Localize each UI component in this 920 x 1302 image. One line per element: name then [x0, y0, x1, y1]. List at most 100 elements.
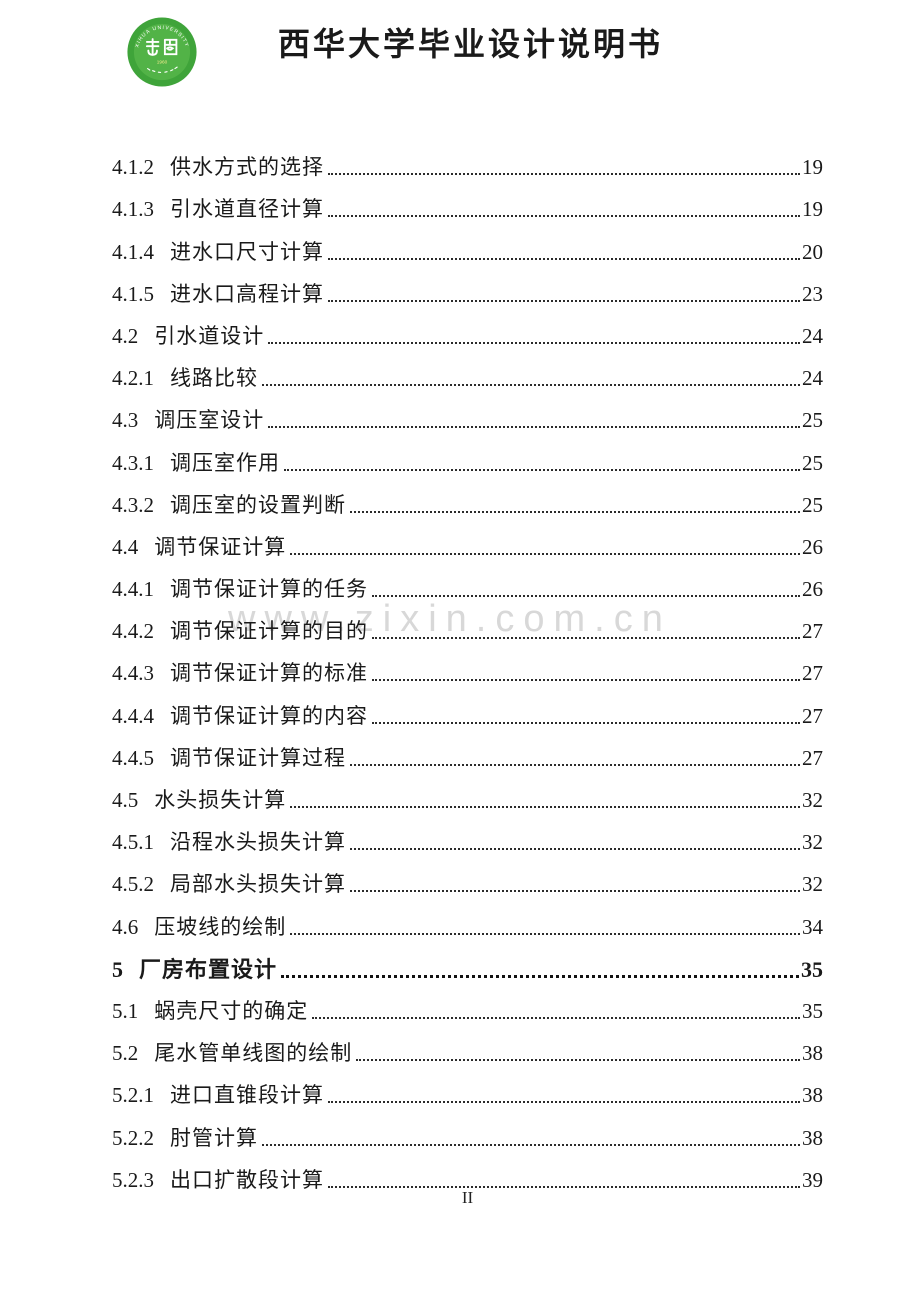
toc-entry-number: 4.3.1 — [112, 450, 154, 475]
toc-entry: 4.5.2 局部水头损失计算 32 — [112, 860, 823, 902]
dot-leader — [284, 468, 800, 471]
toc-entry-title: 沿程水头损失计算 — [170, 830, 346, 855]
dot-leader — [290, 932, 800, 935]
toc-entry-page: 19 — [802, 197, 823, 222]
dot-leader — [268, 426, 800, 429]
toc-entry-page: 24 — [802, 323, 823, 348]
dot-leader — [372, 595, 800, 598]
toc-entry-title: 进水口尺寸计算 — [170, 239, 324, 264]
seal-inner-disc — [133, 23, 191, 81]
table-of-contents: 4.1.2 供水方式的选择 19 4.1.3 引水道直径计算 19 4.1.4 … — [112, 143, 823, 1198]
toc-entry-page: 25 — [802, 408, 823, 433]
toc-entry: 4.1.4 进水口尺寸计算 20 — [112, 227, 823, 269]
toc-entry-title: 调节保证计算的目的 — [170, 619, 368, 644]
page-footer: II — [112, 1188, 823, 1208]
toc-entry-title: 厂房布置设计 — [139, 956, 278, 982]
toc-entry: 4.1.2 供水方式的选择 19 — [112, 143, 823, 185]
toc-entry: 4.4.1 调节保证计算的任务 26 — [112, 565, 823, 607]
toc-entry-page: 25 — [802, 450, 823, 475]
document-title: 西华大学毕业设计说明书 — [278, 26, 664, 62]
dot-leader — [350, 763, 800, 766]
toc-entry-page: 26 — [802, 577, 823, 602]
toc-entry-number: 4.5.1 — [112, 830, 154, 855]
toc-entry-page: 26 — [802, 534, 823, 559]
toc-entry-page: 35 — [801, 956, 823, 982]
dot-leader — [372, 721, 800, 724]
toc-entry-page: 38 — [802, 1125, 823, 1150]
toc-entry-page: 27 — [802, 703, 823, 728]
toc-entry-title: 肘管计算 — [170, 1125, 258, 1150]
toc-entry: 4.4.2 调节保证计算的目的 27 — [112, 607, 823, 649]
toc-entry-title: 进口直锥段计算 — [170, 1083, 324, 1108]
toc-entry-number: 4.4.5 — [112, 745, 154, 770]
dot-leader — [290, 552, 800, 555]
toc-entry-title: 引水道直径计算 — [170, 197, 324, 222]
toc-entry-title: 调节保证计算的标准 — [170, 661, 368, 686]
dot-leader — [268, 341, 800, 344]
toc-entry-page: 24 — [802, 366, 823, 391]
toc-entry: 4.4.5 调节保证计算过程 27 — [112, 734, 823, 776]
university-seal-icon: XIHUA UNIVERSITY 1960 — [127, 17, 197, 87]
dot-leader — [372, 637, 800, 640]
dot-leader — [328, 257, 800, 260]
toc-entry: 5 厂房布置设计 35 — [112, 945, 823, 987]
toc-entry-number: 4.1.4 — [112, 239, 154, 264]
toc-entry-title: 调压室的设置判断 — [170, 492, 346, 517]
toc-entry-page: 27 — [802, 619, 823, 644]
dot-leader — [328, 299, 800, 302]
toc-entry-number: 5.2.1 — [112, 1083, 154, 1108]
toc-entry-title: 局部水头损失计算 — [170, 872, 346, 897]
dot-leader — [328, 1185, 800, 1188]
toc-entry-title: 调节保证计算的内容 — [170, 703, 368, 728]
toc-entry: 4.5.1 沿程水头损失计算 32 — [112, 818, 823, 860]
toc-entry: 4.6 压坡线的绘制 34 — [112, 902, 823, 944]
toc-entry-number: 4.4 — [112, 534, 139, 559]
toc-entry: 5.2.2 肘管计算 38 — [112, 1113, 823, 1155]
toc-entry-title: 进水口高程计算 — [170, 281, 324, 306]
seal-year-text: 1960 — [157, 60, 168, 65]
toc-entry: 4.1.3 引水道直径计算 19 — [112, 185, 823, 227]
page-number: II — [461, 1188, 474, 1207]
toc-entry-number: 4.5 — [112, 788, 139, 812]
dot-leader — [290, 806, 800, 808]
toc-entry-page: 38 — [802, 1083, 823, 1108]
toc-entry: 5.2.3 出口扩散段计算 39 — [112, 1156, 823, 1198]
toc-entry-title: 压坡线的绘制 — [154, 914, 287, 939]
toc-entry-page: 27 — [802, 745, 823, 770]
toc-entry: 4.3 调压室设计 25 — [112, 396, 823, 438]
toc-entry-title: 出口扩散段计算 — [170, 1167, 324, 1192]
dot-leader — [328, 173, 800, 176]
dot-leader — [281, 974, 799, 978]
toc-entry-title: 调节保证计算的任务 — [170, 577, 368, 602]
toc-entry: 4.3.1 调压室作用 25 — [112, 438, 823, 480]
toc-entry: 4.5 水头损失计算 32 — [112, 776, 823, 818]
toc-entry-number: 4.5.2 — [112, 872, 154, 897]
toc-entry-title: 引水道设计 — [154, 323, 265, 348]
dot-leader — [312, 1016, 800, 1019]
toc-entry-number: 4.2 — [112, 323, 139, 348]
toc-entry-title: 蜗壳尺寸的确定 — [154, 998, 309, 1023]
toc-entry-title: 线路比较 — [170, 366, 258, 391]
toc-entry: 4.4.3 调节保证计算的标准 27 — [112, 649, 823, 691]
dot-leader — [262, 384, 800, 387]
toc-entry: 4.4 调节保证计算 26 — [112, 523, 823, 565]
toc-entry-number: 4.3 — [112, 408, 139, 433]
toc-entry-number: 4.4.2 — [112, 619, 154, 644]
toc-entry-number: 5.1 — [112, 998, 139, 1023]
toc-entry-page: 34 — [802, 914, 823, 939]
toc-entry-number: 5 — [112, 956, 123, 982]
dot-leader — [350, 890, 800, 893]
toc-entry-number: 4.4.3 — [112, 661, 154, 686]
toc-entry-number: 5.2.3 — [112, 1167, 154, 1192]
watermark-text: www.zixin.com.cn — [228, 598, 672, 640]
toc-entry: 4.4.4 调节保证计算的内容 27 — [112, 691, 823, 733]
toc-entry: 5.2.1 进口直锥段计算 38 — [112, 1071, 823, 1113]
toc-entry-number: 4.1.3 — [112, 197, 154, 222]
toc-entry-page: 32 — [802, 830, 823, 855]
toc-entry-page: 32 — [802, 788, 823, 812]
toc-entry-title: 调节保证计算 — [154, 534, 287, 559]
dot-leader — [328, 215, 800, 218]
toc-entry: 4.1.5 进水口高程计算 23 — [112, 270, 823, 312]
toc-entry-title: 调压室设计 — [154, 408, 265, 433]
